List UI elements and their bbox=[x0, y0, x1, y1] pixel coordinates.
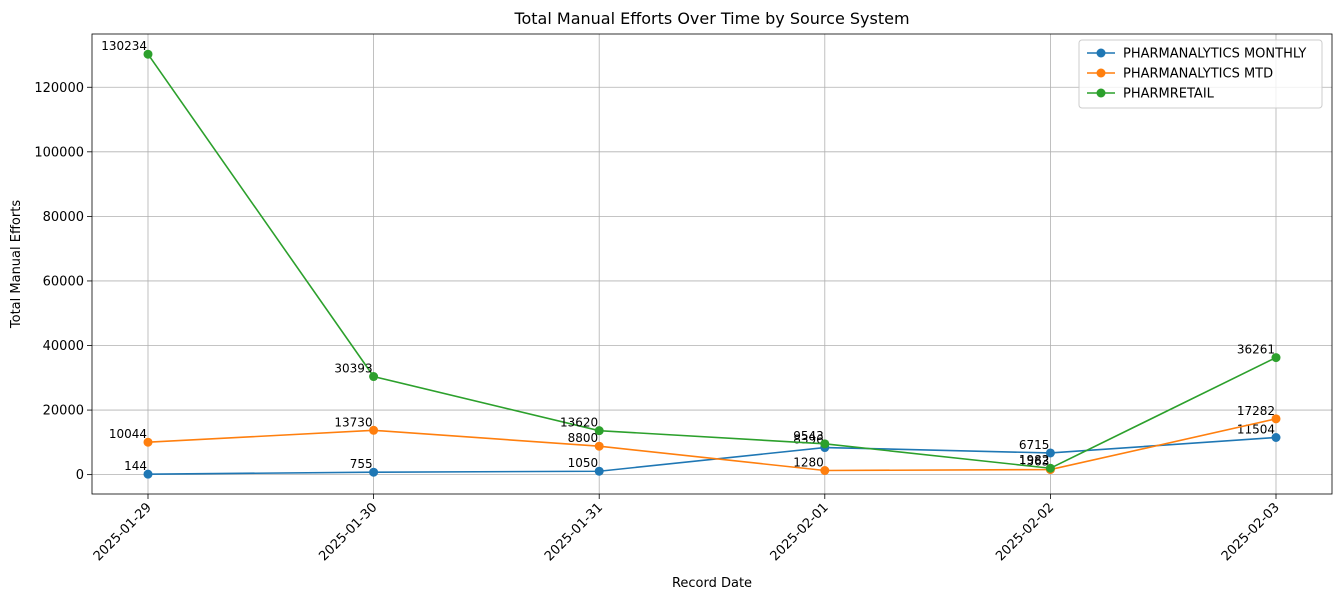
series-line bbox=[147, 418, 1277, 472]
data-point bbox=[594, 441, 604, 451]
legend-swatch-marker bbox=[1096, 48, 1106, 58]
data-label: 9543 bbox=[793, 429, 824, 443]
y-axis: 0 20000 40000 60000 80000 100000 120000 bbox=[34, 81, 92, 483]
data-point bbox=[143, 469, 153, 479]
data-label: 130234 bbox=[101, 39, 147, 53]
data-label: 13620 bbox=[560, 416, 598, 430]
series-line bbox=[147, 436, 1277, 475]
data-point bbox=[1271, 353, 1281, 363]
chart-title: Total Manual Efforts Over Time by Source… bbox=[513, 9, 909, 28]
legend-item: PHARMANALYTICS MTD bbox=[1087, 67, 1273, 82]
y-tick-label: 40000 bbox=[43, 339, 84, 354]
x-tick-label: 2025-01-30 bbox=[316, 500, 380, 564]
data-point bbox=[369, 467, 379, 477]
legend-swatch-marker bbox=[1096, 88, 1106, 98]
series-line bbox=[147, 53, 1277, 470]
data-point bbox=[1045, 448, 1055, 458]
data-point bbox=[1045, 463, 1055, 473]
legend-box bbox=[1078, 39, 1323, 109]
legend-item: PHARMRETAIL bbox=[1087, 87, 1215, 102]
data-label: 6715 bbox=[1019, 438, 1050, 452]
x-axis: 2025-01-29 2025-01-30 2025-01-31 2025-02-01… bbox=[91, 494, 1283, 564]
data-point bbox=[820, 465, 830, 475]
data-point bbox=[594, 426, 604, 436]
data-point bbox=[820, 439, 830, 449]
y-tick-label: 0 bbox=[76, 468, 84, 483]
legend-label: PHARMANALYTICS MONTHLY bbox=[1123, 47, 1306, 62]
legend: PHARMANALYTICS MONTHLY PHARMANALYTICS MTD… bbox=[1078, 39, 1323, 109]
data-point bbox=[369, 372, 379, 382]
data-point bbox=[594, 466, 604, 476]
y-tick-label: 120000 bbox=[34, 81, 84, 96]
x-tick-label: 2025-02-03 bbox=[1219, 500, 1283, 564]
data-label: 144 bbox=[124, 459, 147, 473]
data-point bbox=[1271, 414, 1281, 424]
data-label: 36261 bbox=[1237, 343, 1275, 357]
series-3: 130234 30393 13620 9543 1982 36261 bbox=[101, 39, 1281, 473]
data-label: 10044 bbox=[109, 427, 147, 441]
data-label: 11504 bbox=[1237, 422, 1275, 436]
x-tick-label: 2025-01-29 bbox=[91, 500, 155, 564]
data-point bbox=[369, 425, 379, 435]
data-label: 8800 bbox=[568, 431, 599, 445]
data-label: 1982 bbox=[1019, 453, 1050, 467]
data-point bbox=[1271, 432, 1281, 442]
x-tick-label: 2025-02-02 bbox=[993, 500, 1057, 564]
x-tick-label: 2025-02-01 bbox=[768, 500, 832, 564]
data-label: 1050 bbox=[568, 456, 599, 470]
y-tick-label: 100000 bbox=[34, 145, 84, 160]
y-tick-label: 80000 bbox=[43, 210, 84, 225]
x-tick-label: 2025-01-31 bbox=[542, 500, 606, 564]
legend-label: PHARMRETAIL bbox=[1123, 87, 1215, 102]
data-point bbox=[143, 437, 153, 447]
x-axis-label: Record Date bbox=[672, 576, 752, 591]
y-tick-label: 20000 bbox=[43, 404, 84, 419]
data-point bbox=[143, 49, 153, 59]
data-label: 1280 bbox=[793, 455, 824, 469]
data-label: 30393 bbox=[334, 362, 372, 376]
data-label: 755 bbox=[350, 457, 373, 471]
legend-swatch-marker bbox=[1096, 68, 1106, 78]
y-axis-label: Total Manual Efforts bbox=[9, 200, 24, 329]
data-label: 13730 bbox=[334, 415, 372, 429]
data-label: 17282 bbox=[1237, 404, 1275, 418]
plot-frame bbox=[91, 33, 1333, 495]
legend-label: PHARMANALYTICS MTD bbox=[1123, 67, 1273, 82]
legend-item: PHARMANALYTICS MONTHLY bbox=[1087, 47, 1306, 62]
y-tick-label: 60000 bbox=[43, 274, 84, 289]
